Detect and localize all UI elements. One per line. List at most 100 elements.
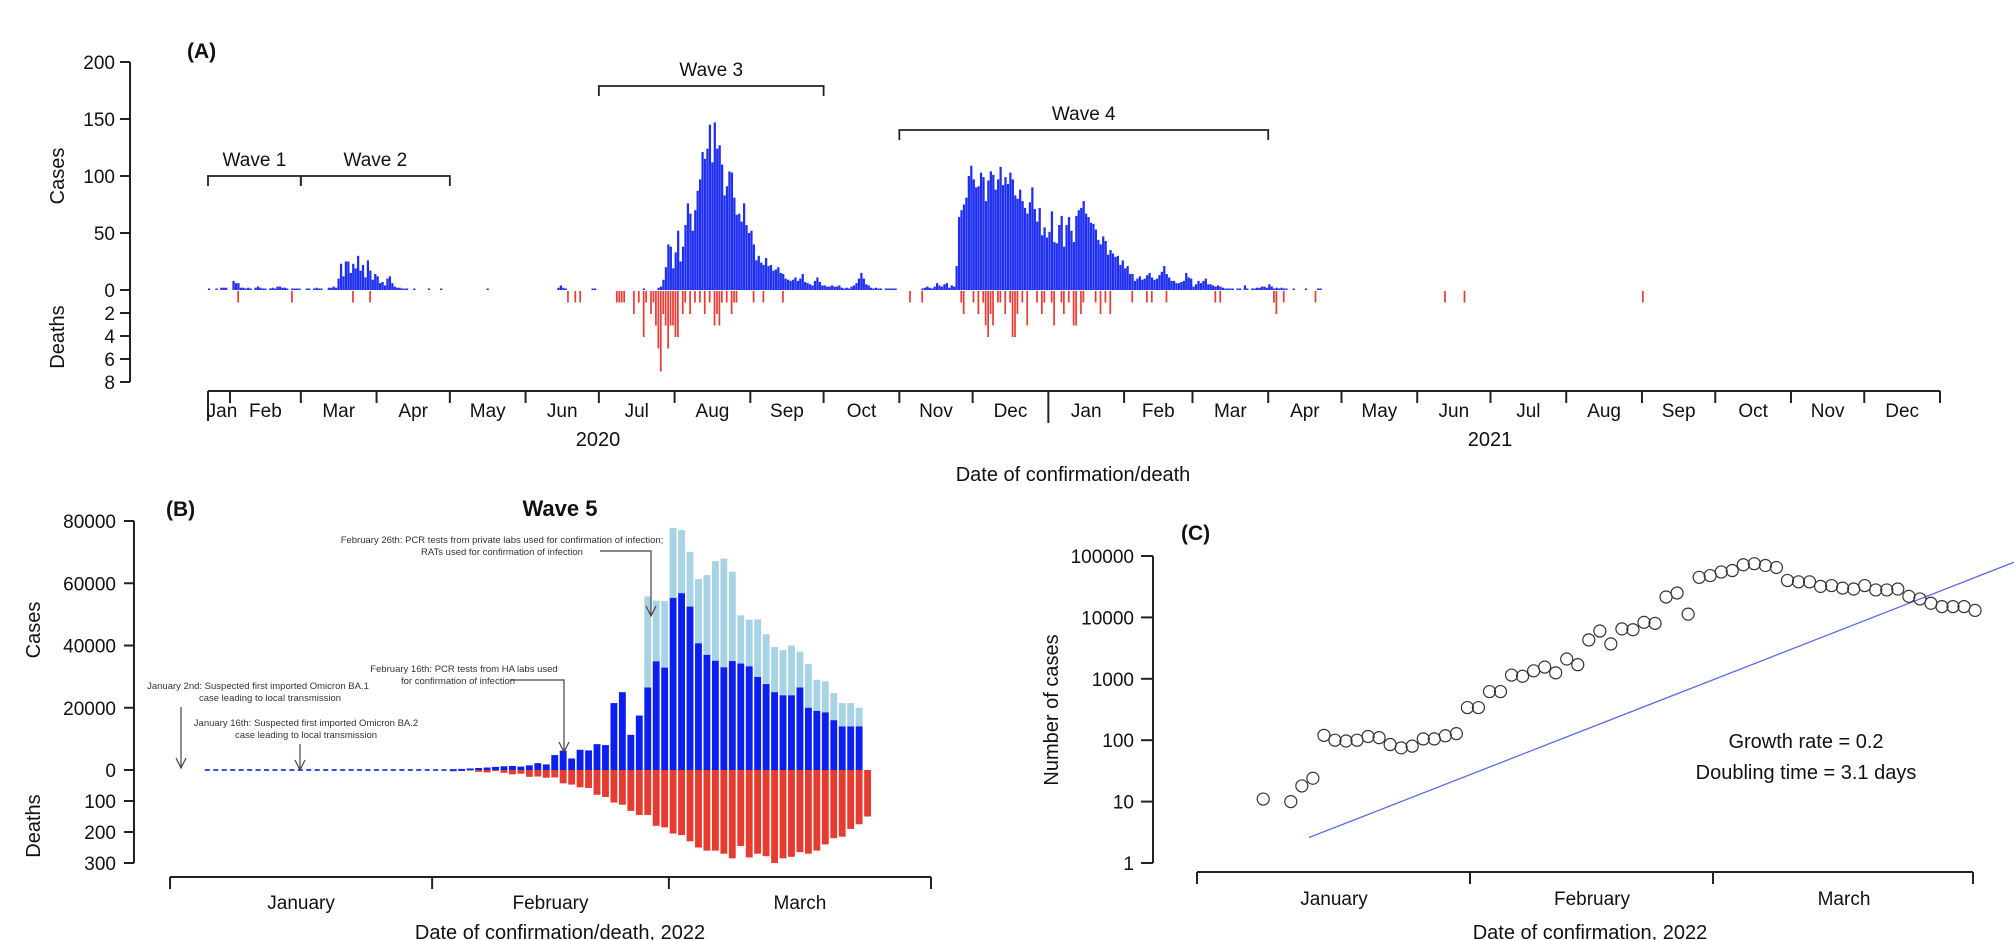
data-point	[1306, 771, 1320, 785]
case-bar	[982, 177, 985, 290]
death-bar	[551, 770, 559, 778]
death-bar	[689, 291, 691, 314]
death-bar	[1060, 291, 1063, 303]
panel-b-y-axis: 0 20000 40000 60000 80000 100 200 300	[63, 512, 135, 875]
case-bar	[315, 287, 318, 290]
death-bar	[1275, 291, 1278, 314]
case-bar	[249, 288, 252, 290]
data-point	[1604, 637, 1618, 651]
case-bar	[1214, 286, 1217, 290]
data-point	[1593, 624, 1607, 638]
case-bar	[694, 210, 697, 290]
panel-a-xlabel: Date of confirmation/death	[956, 464, 1191, 486]
pcr-case-bar	[652, 661, 660, 770]
case-bar	[1268, 284, 1271, 290]
data-point	[1791, 575, 1806, 589]
death-bar	[1016, 291, 1019, 314]
pcr-case-bar	[779, 695, 787, 770]
pcr-case-bar	[458, 768, 466, 771]
death-bar	[762, 770, 770, 857]
case-bar	[400, 288, 404, 290]
annotation-text: January 16th: Suspected first imported O…	[194, 718, 418, 729]
pcr-case-bar	[618, 692, 626, 770]
case-bar	[1094, 229, 1098, 290]
case-bar	[305, 288, 308, 290]
case-bar	[1175, 283, 1178, 290]
data-point	[1847, 582, 1861, 596]
case-bar	[1080, 207, 1083, 290]
annotation-text: for confirmation of infection	[401, 676, 515, 687]
data-point	[1339, 734, 1353, 748]
annotation-text: RATs used for confirmation of infection	[421, 547, 583, 558]
case-bar	[259, 287, 262, 290]
case-bar	[364, 277, 367, 290]
month-label: Dec	[1885, 401, 1919, 422]
death-bar	[984, 291, 987, 326]
death-bar	[997, 291, 999, 303]
case-bar	[286, 288, 289, 290]
death-bar	[664, 291, 667, 326]
case-bar	[772, 270, 775, 290]
case-bar	[757, 255, 760, 290]
death-bar	[1104, 291, 1107, 303]
case-bar	[342, 276, 345, 290]
death-bar	[782, 291, 784, 303]
case-bar	[677, 230, 680, 290]
case-bar	[291, 288, 294, 290]
case-bar	[261, 288, 264, 290]
y-tick-label: 1000	[1092, 670, 1134, 691]
case-bar	[760, 262, 763, 290]
case-bar	[669, 246, 672, 290]
wave-label: Wave 1	[223, 150, 287, 171]
case-bar	[740, 221, 743, 290]
case-bar	[945, 283, 948, 290]
death-bar	[567, 291, 569, 303]
case-bar	[376, 276, 379, 290]
data-point	[1504, 668, 1519, 682]
panel-b-bars	[204, 527, 872, 863]
y-tick-label: 100	[1102, 731, 1134, 752]
pcr-case-bar	[635, 715, 643, 770]
case-bar	[1121, 260, 1124, 290]
pcr-case-bar	[602, 745, 609, 770]
pcr-case-bar	[517, 766, 525, 770]
panel-c-label: (C)	[1181, 522, 1210, 545]
case-bar	[234, 283, 238, 290]
case-bar	[860, 272, 863, 290]
case-bar	[374, 274, 377, 290]
case-bar	[1019, 189, 1022, 290]
death-bar	[708, 291, 711, 303]
death-bar	[728, 770, 736, 859]
panel-c-ylabel: Number of cases	[1041, 634, 1063, 785]
month-label: January	[1300, 889, 1368, 910]
case-bar	[247, 287, 250, 290]
case-bar	[366, 260, 370, 290]
rat-case-bar	[644, 596, 652, 688]
case-bar	[674, 252, 677, 290]
wave-bracket	[898, 129, 1270, 140]
case-bar	[1082, 201, 1085, 290]
case-bar	[244, 288, 247, 290]
rat-case-bar	[796, 651, 804, 688]
data-point	[1394, 741, 1408, 755]
pcr-case-bar	[838, 726, 846, 770]
pcr-case-bar	[737, 663, 745, 770]
pcr-case-bar	[678, 593, 685, 770]
case-bar	[955, 266, 958, 290]
month-label: March	[774, 893, 827, 914]
case-bar	[852, 285, 856, 290]
death-bar	[644, 770, 652, 815]
data-point	[1295, 779, 1309, 793]
case-bar	[794, 277, 797, 290]
month-label: Jul	[625, 401, 649, 422]
case-bar	[1104, 240, 1107, 290]
case-bar	[1021, 201, 1024, 290]
case-bar	[813, 280, 817, 290]
month-label: Feb	[1142, 401, 1175, 422]
data-point	[1802, 575, 1817, 589]
case-bar	[1009, 172, 1012, 290]
case-bar	[1126, 266, 1129, 290]
panel-b-x-axis: January February March	[169, 876, 932, 914]
y-tick-label: 100	[83, 167, 115, 188]
case-bar	[295, 288, 299, 290]
